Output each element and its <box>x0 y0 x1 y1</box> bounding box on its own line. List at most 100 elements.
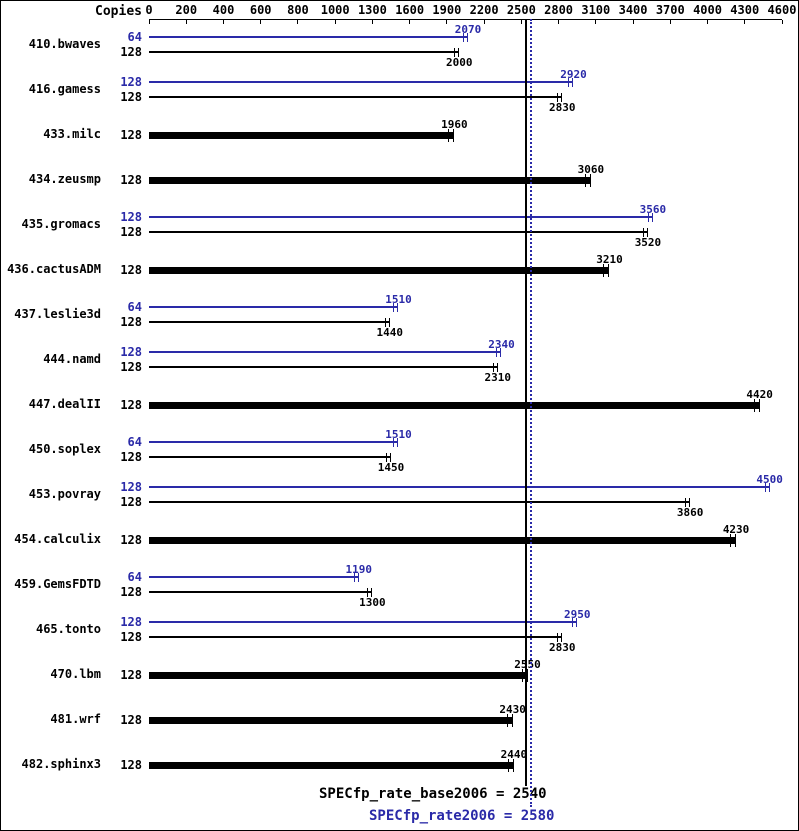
bar-end-marker <box>386 453 388 462</box>
value-label: 1450 <box>377 461 405 474</box>
copies-label: 128 <box>120 758 142 772</box>
base-bar <box>149 636 563 638</box>
value-label: 2000 <box>446 56 473 69</box>
value-label: 3060 <box>577 163 605 176</box>
single-bar <box>149 762 514 769</box>
single-bar <box>149 132 455 139</box>
copies-label: 128 <box>120 615 142 629</box>
value-label: 4230 <box>722 523 750 536</box>
value-label: 1440 <box>376 326 404 339</box>
copies-label: 128 <box>120 533 142 547</box>
bar-end-marker <box>561 633 563 642</box>
single-bar <box>149 177 591 184</box>
base-bar <box>149 501 691 503</box>
bar-end-marker <box>689 498 691 507</box>
benchmark-label: 470.lbm <box>50 667 101 681</box>
single-bar <box>149 672 528 679</box>
value-label: 2070 <box>454 23 482 36</box>
x-axis-tick <box>446 20 448 24</box>
value-label: 1190 <box>345 563 373 576</box>
reference-line-peak <box>530 19 533 807</box>
peak-bar <box>149 576 359 578</box>
benchmark-label: 410.bwaves <box>28 37 101 51</box>
benchmark-label: 454.calculix <box>14 532 101 546</box>
copies-label: 128 <box>120 668 142 682</box>
x-axis-tick-label: 1300 <box>357 3 387 17</box>
copies-label: 128 <box>120 585 142 599</box>
value-label: 1960 <box>441 118 468 131</box>
peak-bar <box>149 441 399 443</box>
bar-end-marker <box>506 714 508 727</box>
x-axis-tick-label: 3400 <box>618 3 648 17</box>
x-axis-tick-label: 3100 <box>581 3 611 17</box>
bar-end-marker <box>735 534 737 547</box>
copies-label: 64 <box>127 570 142 584</box>
x-axis-tick <box>595 20 597 24</box>
bar-end-marker <box>642 228 644 237</box>
x-axis-tick <box>632 20 634 24</box>
bar-end-marker <box>768 483 770 492</box>
bar-end-marker <box>753 399 755 412</box>
x-axis-tick-label: 1600 <box>395 3 425 17</box>
benchmark-label: 437.leslie3d <box>14 307 101 321</box>
value-label: 3560 <box>639 203 667 216</box>
copies-label: 128 <box>120 630 142 644</box>
value-label: 1300 <box>359 596 386 609</box>
bar-end-marker <box>500 348 502 357</box>
value-label: 2920 <box>560 68 587 81</box>
bar-end-marker <box>367 588 369 597</box>
bar-end-marker <box>390 453 392 462</box>
x-axis-tick-label: 1900 <box>432 3 462 17</box>
x-axis-tick <box>409 20 411 24</box>
bar-end-marker <box>646 228 648 237</box>
value-label: 4500 <box>756 473 783 486</box>
x-axis-tick-label: 800 <box>287 3 309 17</box>
benchmark-label: 459.GemsFDTD <box>14 577 101 591</box>
copies-label: 128 <box>120 210 142 224</box>
base-bar <box>149 321 390 323</box>
x-axis-tick-label: 4000 <box>693 3 722 17</box>
value-label: 2830 <box>549 641 576 654</box>
x-axis-tick <box>669 20 671 24</box>
bar-end-marker <box>572 78 574 87</box>
bar-end-marker <box>521 669 523 682</box>
bar-end-marker <box>584 174 586 187</box>
bar-end-marker <box>589 174 591 187</box>
bar-end-marker <box>454 48 456 57</box>
x-axis-tick <box>185 20 187 24</box>
x-axis-tick <box>260 20 262 24</box>
base-bar <box>149 591 373 593</box>
peak-bar <box>149 216 653 218</box>
value-label: 2310 <box>484 371 512 384</box>
benchmark-label: 465.tonto <box>35 622 101 636</box>
value-label: 1510 <box>385 428 412 441</box>
value-label: 3520 <box>634 236 662 249</box>
copies-label: 128 <box>120 128 142 142</box>
bar-end-marker <box>388 318 390 327</box>
base-bar <box>149 96 563 98</box>
value-label: 2550 <box>514 658 541 671</box>
benchmark-label: 482.sphinx3 <box>21 757 101 771</box>
bar-end-marker <box>572 618 574 627</box>
single-bar <box>149 402 760 409</box>
bar-end-marker <box>397 438 399 447</box>
copies-label: 128 <box>120 713 142 727</box>
bar-end-marker <box>730 534 732 547</box>
bar-end-marker <box>507 759 509 772</box>
bar-end-marker <box>557 633 559 642</box>
copies-label: 128 <box>120 225 142 239</box>
base-summary: SPECfp_rate_base2006 = 2540 <box>319 786 547 802</box>
benchmark-label: 436.cactusADM <box>7 262 101 276</box>
bar-end-marker <box>397 303 399 312</box>
bar-end-marker <box>568 78 570 87</box>
bar-end-marker <box>496 363 498 372</box>
bar-end-marker <box>764 483 766 492</box>
value-label: 4420 <box>746 388 773 401</box>
copies-label: 128 <box>120 263 142 277</box>
single-bar <box>149 717 513 724</box>
single-bar <box>149 267 610 274</box>
bar-end-marker <box>685 498 687 507</box>
x-axis-tick <box>781 20 783 24</box>
x-axis-tick-label: 600 <box>249 3 272 17</box>
